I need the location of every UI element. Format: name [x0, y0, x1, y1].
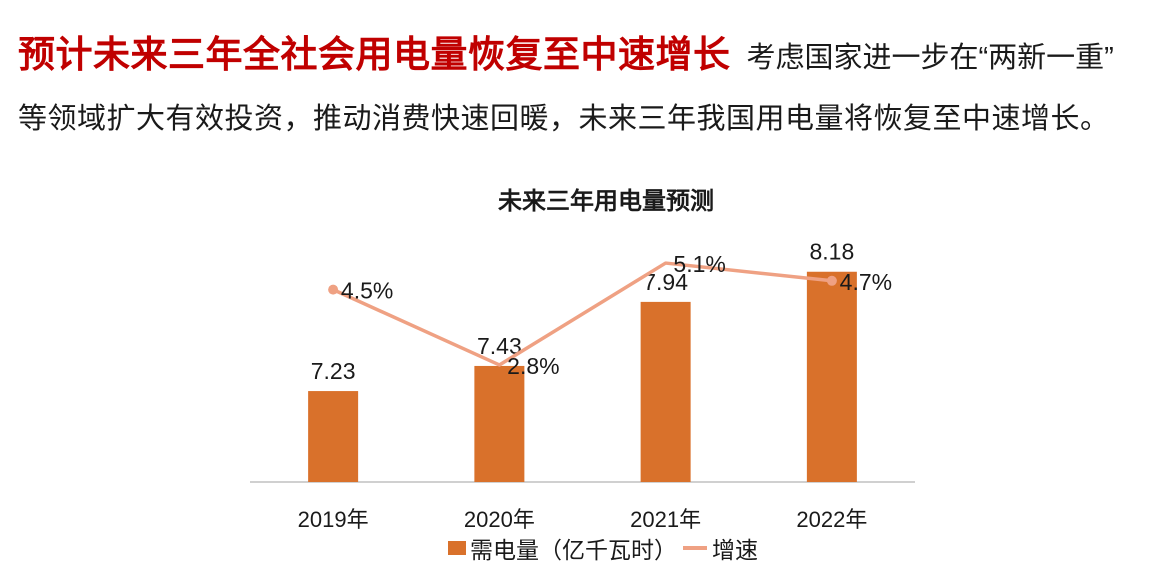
headline-continuation: 考虑国家进一步在“两新一重” — [746, 42, 1114, 74]
growth-label: 4.5% — [341, 278, 393, 304]
page-title: 预计未来三年全社会用电量恢复至中速增长 — [18, 34, 731, 75]
chart-title: 未来三年用电量预测 — [498, 187, 714, 215]
growth-label: 2.8% — [507, 353, 559, 379]
bar-value-label: 8.18 — [809, 239, 854, 265]
legend-bar-label: 需电量（亿千瓦时） — [470, 537, 677, 563]
bar-value-label: 7.23 — [311, 358, 356, 384]
growth-label: 5.1% — [673, 251, 725, 277]
subtitle-text: 等领域扩大有效投资，推动消费快速回暖，未来三年我国用电量将恢复至中速增长。 — [18, 103, 1110, 135]
demand-bar-2022年 — [806, 271, 857, 482]
x-axis-label: 2021年 — [630, 507, 701, 532]
demand-bar-2021年 — [640, 301, 691, 482]
growth-line-marker — [826, 275, 837, 286]
legend-bar-swatch — [448, 541, 466, 555]
growth-line-marker — [328, 284, 339, 295]
growth-line — [331, 261, 834, 367]
demand-bar-2019年 — [308, 391, 359, 482]
growth-label: 4.7% — [840, 269, 892, 295]
x-axis-label: 2019年 — [298, 507, 369, 532]
legend-line-label: 增速 — [712, 537, 758, 563]
headline: 预计未来三年全社会用电量恢复至中速增长 考虑国家进一步在“两新一重” — [18, 24, 1148, 78]
demand-bar-2020年 — [474, 365, 525, 482]
x-axis-label: 2022年 — [796, 507, 867, 532]
header: 预计未来三年全社会用电量恢复至中速增长 考虑国家进一步在“两新一重” 等领域扩大有… — [18, 24, 1148, 137]
x-axis-label: 2020年 — [464, 507, 535, 532]
